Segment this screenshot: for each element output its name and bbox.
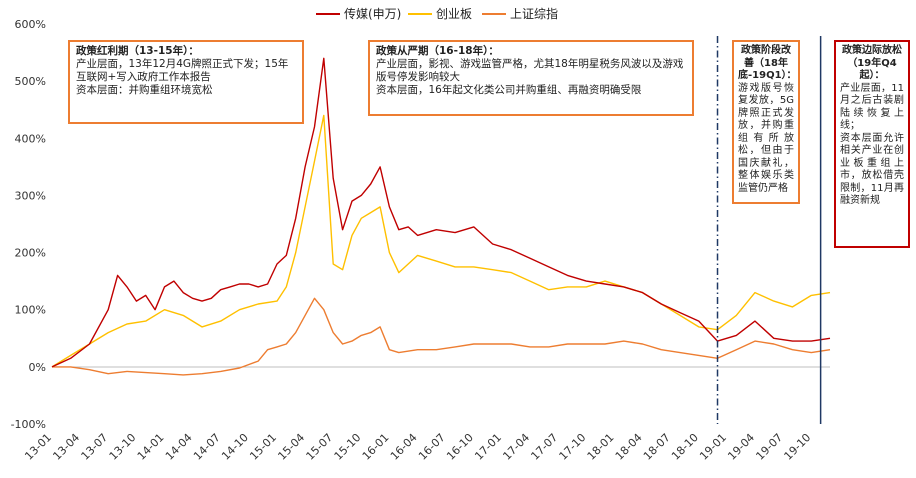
series-group: [51, 57, 831, 376]
x-tick-label: 15-04: [275, 431, 307, 463]
x-tick-label: 18-04: [613, 431, 645, 463]
legend: 传媒(申万) 创业板 上证综指: [316, 6, 558, 21]
legend-label-media: 传媒(申万): [344, 6, 401, 21]
legend-label-gem: 创业板: [436, 7, 472, 21]
y-axis: -100% 0% 100% 200% 300% 400% 500% 600%: [11, 18, 46, 431]
annotation-title: 政策从严期（16-18年）：: [376, 45, 499, 57]
x-tick-label: 19-10: [782, 431, 814, 463]
x-tick-label: 14-04: [163, 431, 195, 463]
x-tick-label: 19-07: [753, 431, 785, 463]
x-tick-label: 16-07: [416, 431, 448, 463]
y-tick-label: 100%: [15, 304, 46, 317]
x-tick-label: 15-07: [304, 431, 336, 463]
x-tick-label: 13-10: [107, 431, 139, 463]
x-tick-label: 18-01: [585, 431, 617, 463]
x-tick-label: 16-01: [360, 431, 392, 463]
annotation-title: 政策红利期（13-15年）：: [76, 45, 199, 57]
x-tick-label: 14-10: [219, 431, 251, 463]
x-tick-label: 17-10: [557, 431, 589, 463]
x-axis: 13-0113-0413-0713-1014-0114-0414-0714-10…: [22, 431, 813, 463]
annotation-title: 政策边际放松（19年Q4起）：: [842, 45, 902, 81]
x-tick-label: 14-01: [135, 431, 167, 463]
annotation-body: 产业层面，13年12月4G牌照正式下发；15年互联网+写入政府工作本报告 资本层…: [76, 58, 289, 96]
y-tick-label: 500%: [15, 75, 46, 88]
x-tick-label: 17-07: [528, 431, 560, 463]
x-tick-label: 13-01: [22, 431, 54, 463]
y-tick-label: 300%: [15, 189, 46, 202]
x-tick-label: 14-07: [191, 431, 223, 463]
x-tick-label: 18-07: [641, 431, 673, 463]
y-tick-label: 400%: [15, 132, 46, 145]
y-tick-label: 0%: [29, 361, 46, 374]
annotation-box-policy-strict: 政策从严期（16-18年）： 产业层面，影视、游戏监管严格，尤其18年明星税务风…: [368, 40, 694, 116]
series-line-1: [51, 114, 831, 368]
annotation-body: 产业层面，11月之后古装剧陆续恢复上线； 资本层面允许相关产业在创业板重组上市，…: [840, 82, 904, 207]
annotation-box-policy-relax: 政策边际放松（19年Q4起）： 产业层面，11月之后古装剧陆续恢复上线； 资本层…: [834, 40, 910, 248]
x-tick-label: 15-10: [332, 431, 364, 463]
x-tick-label: 16-10: [444, 431, 476, 463]
x-tick-label: 19-01: [697, 431, 729, 463]
y-tick-label: 200%: [15, 247, 46, 260]
x-tick-label: 18-10: [669, 431, 701, 463]
x-tick-label: 19-04: [725, 431, 757, 463]
series-line-2: [52, 297, 831, 376]
annotation-title: 政策阶段改善（18年底-19Q1）：: [738, 45, 797, 81]
x-tick-label: 16-04: [388, 431, 420, 463]
y-tick-label: 600%: [15, 18, 46, 31]
annotation-body: 产业层面，影视、游戏监管严格，尤其18年明星税务风波以及游戏版号停发影响较大 资…: [376, 58, 684, 96]
series-line-0: [51, 57, 831, 368]
x-tick-label: 17-04: [500, 431, 532, 463]
annotation-box-policy-dividend: 政策红利期（13-15年）： 产业层面，13年12月4G牌照正式下发；15年互联…: [68, 40, 304, 124]
annotation-box-policy-improve: 政策阶段改善（18年底-19Q1）： 游戏版号恢复发放，5G牌照正式发放，并购重…: [732, 40, 800, 204]
vertical-markers: [716, 36, 822, 424]
annotation-body: 游戏版号恢复发放，5G牌照正式发放，并购重组有所放松，但由于国庆献礼，整体娱乐类…: [738, 82, 794, 194]
x-tick-label: 13-07: [79, 431, 111, 463]
x-tick-label: 17-01: [472, 431, 504, 463]
x-tick-label: 15-01: [247, 431, 279, 463]
x-tick-label: 13-04: [50, 431, 82, 463]
y-tick-label: -100%: [11, 418, 46, 431]
legend-label-sse: 上证综指: [510, 6, 558, 21]
